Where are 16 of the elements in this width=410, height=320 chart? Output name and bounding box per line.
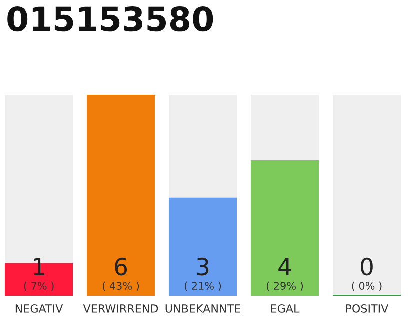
annotation: 3 <box>197 258 209 276</box>
annotation: 6 <box>115 258 128 276</box>
x-tick-label: NEGATIV <box>16 304 64 313</box>
data-label: ( 7% ) <box>24 282 54 292</box>
data-label: ( 21% ) <box>184 282 222 292</box>
data-label: ( 29% ) <box>266 282 304 292</box>
annotation: 0 <box>361 258 373 276</box>
x-tick-label: VERWIRREND <box>83 304 158 313</box>
annotation: 1 <box>34 258 44 276</box>
x-tick-label: UNBEKANNTE <box>166 304 240 313</box>
data-label: ( 0% ) <box>352 282 382 292</box>
chart-title: 015153580 <box>8 6 214 32</box>
annotation: 4 <box>278 258 292 276</box>
data-label: ( 43% ) <box>102 282 140 292</box>
x-tick-label: EGAL <box>271 304 300 313</box>
x-tick-label: POSITIV <box>346 304 389 313</box>
